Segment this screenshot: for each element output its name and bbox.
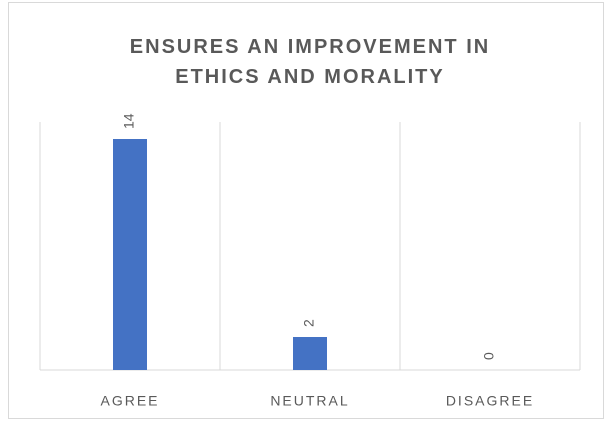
bar <box>113 139 147 370</box>
x-tick-label: DISAGREE <box>446 393 534 409</box>
chart-frame <box>8 2 604 419</box>
x-tick-label: NEUTRAL <box>270 393 349 409</box>
data-label: 2 <box>301 319 317 327</box>
bar <box>293 337 327 370</box>
x-tick-label: AGREE <box>100 393 159 409</box>
data-label: 14 <box>121 113 137 129</box>
data-label: 0 <box>481 352 497 360</box>
chart-title: ENSURES AN IMPROVEMENT IN ETHICS AND MOR… <box>129 36 491 88</box>
